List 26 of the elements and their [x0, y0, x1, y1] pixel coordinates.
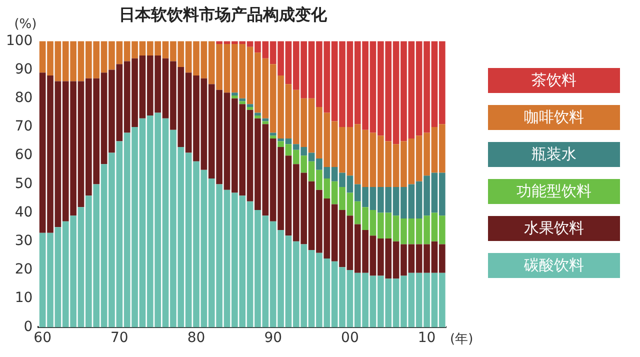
y-tick-label: 30 — [14, 233, 33, 250]
y-tick-label: 80 — [14, 90, 33, 106]
y-tick-label: 50 — [14, 176, 33, 192]
y-tick-label: 90 — [14, 61, 33, 78]
x-tick-label: 70 — [110, 330, 128, 346]
x-tick-label: 00 — [341, 330, 359, 346]
y-axis-title: (%) — [14, 17, 37, 32]
text: 茶饮料 — [488, 68, 620, 93]
text: 水果饮料 — [488, 216, 620, 241]
x-tick-label: 60 — [34, 330, 52, 346]
y-tick-label: 10 — [14, 290, 33, 306]
y-tick-label: 0 — [24, 318, 33, 335]
y-tick-label: 70 — [14, 118, 33, 135]
text: 咖啡饮料 — [488, 105, 620, 130]
x-axis-title: (年) — [450, 332, 474, 348]
y-tick-label: 100 — [6, 32, 33, 49]
text: 瓶装水 — [488, 142, 620, 167]
chart-title: 日本软饮料市场产品构成变化 — [119, 4, 328, 24]
y-tick-label: 20 — [14, 262, 33, 278]
x-tick-label: 90 — [264, 330, 282, 346]
text: 碳酸饮料 — [488, 253, 620, 278]
x-tick-label: 80 — [187, 330, 206, 346]
text: 功能型饮料 — [488, 179, 620, 204]
y-tick-label: 60 — [14, 147, 33, 164]
y-tick-label: 40 — [14, 204, 33, 220]
x-tick-label: 10 — [418, 330, 436, 346]
